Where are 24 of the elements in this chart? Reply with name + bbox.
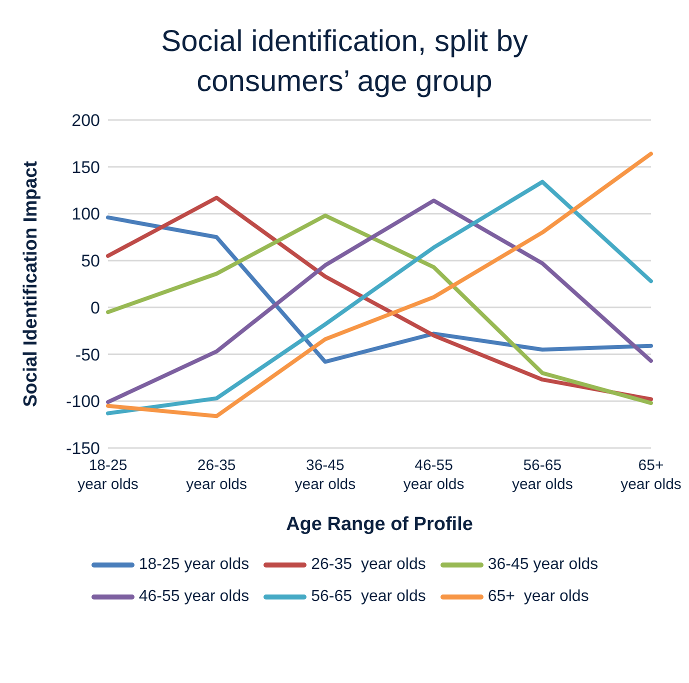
y-axis-title: Social Identification Impact	[20, 160, 42, 407]
legend-label: 46-55 year olds	[138, 588, 250, 606]
legend-label: 26-35 year olds	[311, 556, 426, 574]
x-tick-label: 65+ year olds	[620, 457, 682, 493]
chart-title: Social identification, split by consumers’ age group	[160, 24, 529, 100]
y-tick-label: 200	[72, 111, 100, 130]
y-tick-label: -100	[66, 392, 100, 412]
legend-label: 56-65 year olds	[311, 588, 426, 606]
x-axis-title: Age Range of Profile	[286, 514, 473, 535]
x-tick-label: 26-35 year olds	[186, 457, 248, 493]
x-tick-label: 18-25 year olds	[78, 457, 138, 493]
x-tick-label: 56-65 year olds	[512, 457, 573, 493]
legend-label: 18-25 year olds	[138, 556, 250, 574]
legend-label: 65+ year olds	[488, 588, 589, 606]
y-tick-label: 0	[90, 298, 100, 318]
y-tick-label: 150	[72, 158, 100, 177]
legend-label: 36-45 year olds	[488, 556, 598, 574]
y-tick-label: -150	[66, 439, 100, 458]
y-tick-label: 50	[81, 252, 100, 271]
line-series	[106, 215, 653, 364]
y-tick-label: 100	[72, 204, 100, 224]
x-tick-label: 46-55 year olds	[403, 457, 464, 493]
y-tick-label: -50	[75, 345, 100, 364]
x-tick-label: 36-45 year olds	[294, 457, 356, 493]
